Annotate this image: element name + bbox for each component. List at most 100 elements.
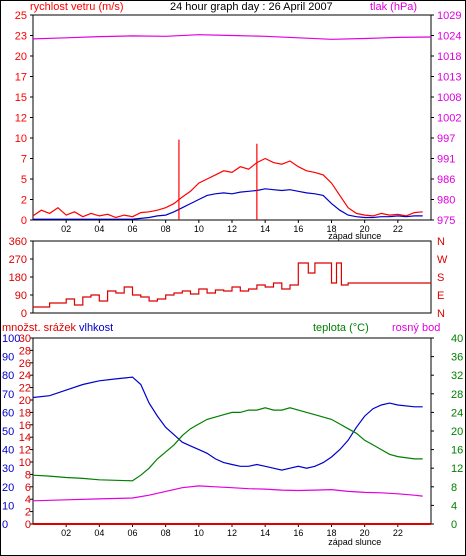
y2-tick-label: 1013 <box>437 72 461 84</box>
rain-tick-label: 2 <box>25 507 31 519</box>
rain-tick-label: 26 <box>19 358 31 370</box>
rain-tick-label: 22 <box>19 383 31 395</box>
x-tick-label: 18 <box>326 224 336 234</box>
plot-area-2 <box>32 240 432 314</box>
rain-tick-label: 28 <box>19 345 31 357</box>
y2-tick-label: 1024 <box>437 31 461 43</box>
humidity-tick-label: 90 <box>2 352 14 364</box>
plot-area-1 <box>32 14 432 221</box>
x-tick-label: 16 <box>293 224 303 234</box>
x-tick-label: 10 <box>194 224 204 234</box>
temp-tick-label: 40 <box>451 333 463 345</box>
y-tick-label: 15 <box>15 92 27 104</box>
compass-label: N <box>437 308 445 320</box>
pressure-axis-label: tlak (hPa) <box>370 1 417 13</box>
y2-tick-label: 1008 <box>437 92 461 104</box>
x-tick-label: 08 <box>161 528 171 538</box>
y-tick-label: 7 <box>21 154 27 166</box>
x-tick-label: 10 <box>194 528 204 538</box>
compass-label: E <box>437 290 444 302</box>
temp-tick-label: 28 <box>451 389 463 401</box>
x-tick-label: 18 <box>326 528 336 538</box>
rain-axis-label: množst. srážek <box>2 322 76 334</box>
rain-tick-label: 30 <box>19 333 31 345</box>
y2-tick-label: 1018 <box>437 51 461 63</box>
y2-tick-label: 975 <box>437 215 455 227</box>
compass-label: W <box>437 254 448 266</box>
temp-tick-label: 16 <box>451 445 463 457</box>
x-tick-label: 12 <box>227 528 237 538</box>
y2-tick-label: 986 <box>437 174 455 186</box>
x-tick-label: 14 <box>260 528 270 538</box>
rain-tick-label: 18 <box>19 407 31 419</box>
y-tick-label: 17 <box>15 72 27 84</box>
humidity-tick-label: 80 <box>2 370 14 382</box>
humidity-axis-label: vlhkost <box>79 322 113 334</box>
temperature-axis-label: teplota (°C) <box>313 322 369 334</box>
humidity-tick-label: 20 <box>2 482 14 494</box>
dir-tick-label: 90 <box>15 290 27 302</box>
y-tick-label: 20 <box>15 51 27 63</box>
series-wind_avg <box>33 188 423 220</box>
x-tick-label: 22 <box>393 528 403 538</box>
humidity-tick-label: 50 <box>2 426 14 438</box>
y2-tick-label: 980 <box>437 195 455 207</box>
rain-tick-label: 10 <box>19 457 31 469</box>
sunset-label: západ slunce <box>328 537 381 547</box>
rain-tick-label: 20 <box>19 395 31 407</box>
humidity-tick-label: 30 <box>2 463 14 475</box>
y-tick-label: 0 <box>21 215 27 227</box>
x-tick-label: 12 <box>227 224 237 234</box>
humidity-tick-label: 100 <box>2 333 20 345</box>
x-tick-label: 02 <box>61 528 71 538</box>
rain-tick-label: 8 <box>25 469 31 481</box>
rain-tick-label: 0 <box>25 519 31 531</box>
y-tick-label: 5 <box>21 174 27 186</box>
x-tick-label: 06 <box>127 528 137 538</box>
y2-tick-label: 997 <box>437 133 455 145</box>
compass-label: S <box>437 272 444 284</box>
x-tick-label: 20 <box>360 528 370 538</box>
temp-tick-label: 8 <box>451 482 457 494</box>
humidity-tick-label: 10 <box>2 500 14 512</box>
humidity-tick-label: 0 <box>2 519 8 531</box>
y2-tick-label: 991 <box>437 154 455 166</box>
dewpoint-axis-label: rosný bod <box>392 322 440 334</box>
rain-tick-label: 6 <box>25 482 31 494</box>
y-tick-label: 10 <box>15 133 27 145</box>
x-tick-label: 06 <box>127 224 137 234</box>
temp-tick-label: 36 <box>451 352 463 364</box>
rain-tick-label: 14 <box>19 432 31 444</box>
humidity-temperature-panel: 0246810121416182022242628300102030405060… <box>2 333 463 547</box>
y-tick-label: 2 <box>21 195 27 207</box>
plot-area-3 <box>32 337 432 525</box>
x-tick-label: 04 <box>94 528 104 538</box>
dir-tick-label: 180 <box>9 272 27 284</box>
series-temperature <box>32 407 423 482</box>
x-tick-label: 02 <box>61 224 71 234</box>
y2-tick-label: 1002 <box>437 113 461 125</box>
y2-tick-label: 1029 <box>437 10 461 22</box>
y-tick-label: 12 <box>15 113 27 125</box>
chart-title: 24 hour graph day : 26 April 2007 <box>170 1 333 13</box>
rain-tick-label: 24 <box>19 370 31 382</box>
x-tick-label: 08 <box>161 224 171 234</box>
rain-tick-label: 12 <box>19 445 31 457</box>
humidity-tick-label: 60 <box>2 407 14 419</box>
x-tick-label: 20 <box>360 224 370 234</box>
series-humidity <box>32 376 423 471</box>
x-tick-label: 22 <box>393 224 403 234</box>
temp-tick-label: 0 <box>451 519 457 531</box>
x-tick-label: 16 <box>293 528 303 538</box>
humidity-tick-label: 40 <box>2 445 14 457</box>
temp-tick-label: 20 <box>451 426 463 438</box>
compass-label: N <box>437 236 445 248</box>
dir-tick-label: 270 <box>9 254 27 266</box>
temp-tick-label: 32 <box>451 370 463 382</box>
y-tick-label: 23 <box>15 31 27 43</box>
x-tick-label: 14 <box>260 224 270 234</box>
series-pressure <box>32 34 432 40</box>
humidity-tick-label: 70 <box>2 389 14 401</box>
